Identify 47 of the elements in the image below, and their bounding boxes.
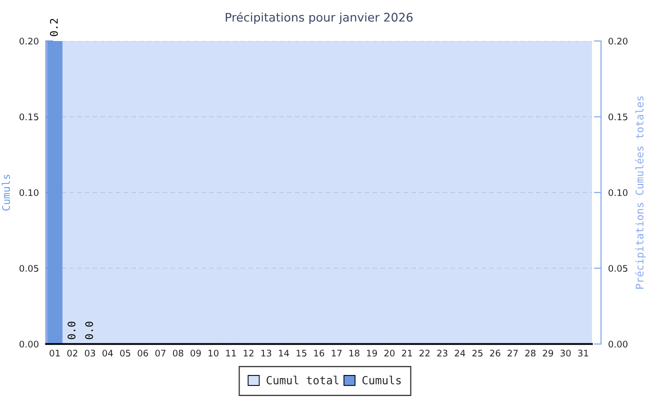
x-tick-label: 13 [261,350,272,357]
x-tick-label: 20 [384,350,395,357]
legend-label: Cumul total [266,376,338,384]
x-tick-label: 09 [190,350,201,357]
x-tick-label: 26 [490,350,500,357]
y2-tick-label: 0.10 [608,189,628,196]
y-tick-label: 0.10 [20,189,38,196]
x-tick-label: 27 [508,350,518,356]
x-tick-label: 17 [332,350,342,356]
x-tick-label: 21 [402,350,412,356]
x-tick-label: 11 [226,350,236,356]
x-tick-label: 01 [50,350,60,357]
x-tick-label: 22 [420,350,430,356]
x-tick-label: 24 [454,350,466,356]
y2-tick-label: 0.05 [608,264,628,272]
x-tick-label: 14 [279,350,290,356]
x-tick-label: 15 [296,350,306,357]
y-tick-label: 0.05 [20,264,38,272]
x-tick-label: 03 [84,350,96,357]
y2-tick-label: 0.15 [608,113,628,120]
x-tick-label: 25 [472,350,482,357]
x-tick-label: 28 [525,350,536,357]
x-tick-label: 19 [367,350,377,357]
x-tick-label: 02 [67,350,78,357]
y-axis-title: Cumuls [2,174,10,211]
y-tick-label: 0.15 [20,113,38,120]
x-tick-label: 08 [172,350,184,357]
x-tick-label: 18 [349,350,360,357]
x-tick-label: 29 [542,350,554,357]
x-tick-label: 16 [314,350,324,357]
y-tick-label: 0.00 [20,340,38,348]
x-tick-label: 07 [155,350,166,357]
y-tick-label: 0.20 [20,38,38,45]
y2-tick-label: 0.20 [608,38,628,45]
x-tick-label: 23 [437,350,448,357]
chart-title: Précipitations pour janvier 2026 [226,12,413,24]
y2-tick-label: 0.00 [608,340,628,348]
x-tick-label: 06 [138,350,148,357]
x-tick-label: 12 [244,350,254,356]
x-tick-label: 05 [120,350,130,357]
x-tick-label: 31 [578,350,588,357]
legend-label: Cumuls [362,376,401,384]
x-tick-label: 10 [208,350,218,357]
x-tick-label: 04 [102,350,113,357]
x-tick-label: 30 [560,350,571,357]
y2-axis-title: Précipitations Cumulées totales [635,96,646,289]
data-label: 0.2 [50,18,58,36]
